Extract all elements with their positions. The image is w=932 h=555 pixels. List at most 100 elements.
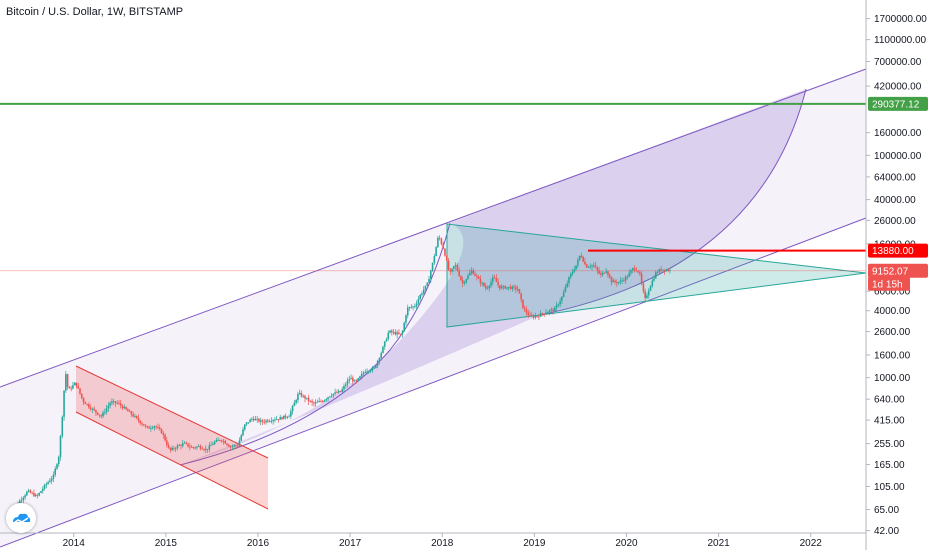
candle-body bbox=[522, 299, 524, 309]
price-tick-label: 42.00 bbox=[874, 526, 899, 537]
candle-body bbox=[346, 380, 349, 385]
candle-body bbox=[376, 360, 379, 366]
candle-body bbox=[219, 439, 221, 441]
candle-body bbox=[515, 287, 517, 290]
time-tick-label: 2018 bbox=[431, 538, 454, 549]
candle-body bbox=[89, 407, 92, 410]
candle-body bbox=[435, 247, 437, 257]
channel-fill bbox=[0, 69, 866, 547]
candle-body bbox=[183, 442, 186, 444]
candle-body bbox=[290, 411, 292, 417]
candle-body bbox=[596, 267, 599, 271]
candle-body bbox=[222, 440, 225, 442]
candle-body bbox=[274, 419, 276, 421]
price-tag-box bbox=[868, 276, 910, 291]
candle-body bbox=[192, 447, 195, 449]
candle-body bbox=[488, 285, 491, 289]
candle-body bbox=[536, 316, 538, 317]
candle-body bbox=[492, 277, 494, 282]
candle-body bbox=[612, 280, 615, 283]
candle-body bbox=[88, 404, 90, 408]
candle-body bbox=[530, 315, 533, 317]
candle-body bbox=[18, 500, 21, 505]
candle-body bbox=[592, 265, 595, 267]
candle-body bbox=[378, 358, 381, 361]
candle-body bbox=[313, 402, 315, 404]
candle-body bbox=[217, 439, 220, 441]
candle-body bbox=[454, 264, 457, 266]
candle-body bbox=[231, 446, 234, 448]
candle-body bbox=[224, 440, 227, 444]
channel-upper-line bbox=[0, 68, 867, 388]
candle-body bbox=[483, 283, 485, 287]
candle-body bbox=[77, 386, 80, 389]
candle-body bbox=[430, 270, 432, 279]
candle-body bbox=[369, 370, 372, 372]
candle-body bbox=[121, 405, 124, 409]
candle-body bbox=[484, 286, 487, 289]
candle-body bbox=[302, 395, 305, 397]
candle-body bbox=[571, 271, 574, 274]
candle-body bbox=[601, 272, 604, 275]
candle-body bbox=[288, 416, 290, 418]
candle-body bbox=[252, 418, 255, 421]
candle-body bbox=[352, 377, 354, 382]
price-tick-label: 1000.00 bbox=[874, 373, 911, 384]
candle-body bbox=[647, 290, 650, 296]
candle-body bbox=[458, 270, 460, 277]
candle-body bbox=[72, 385, 74, 389]
candle-body bbox=[559, 300, 561, 305]
candle-body bbox=[486, 288, 489, 289]
candle-body bbox=[311, 401, 313, 403]
candle-body bbox=[445, 255, 448, 261]
candle-body bbox=[649, 286, 652, 291]
price-axis[interactable]: 1700000.00 1100000.00 700000.00 420000.00 16… bbox=[865, 0, 927, 550]
candle-body bbox=[42, 488, 44, 492]
candle-body bbox=[538, 316, 540, 318]
candle-body bbox=[166, 440, 168, 446]
candle-body bbox=[614, 280, 616, 283]
candle-body bbox=[401, 331, 404, 335]
candle-body bbox=[203, 449, 205, 451]
time-axis[interactable]: 2014 2015 2016 2017 2018 2019 2020 2021 2022 bbox=[0, 532, 866, 549]
price-tag-label: 1d 15h bbox=[872, 279, 903, 290]
candle-body bbox=[513, 286, 515, 288]
price-tick-label: 4000.00 bbox=[874, 306, 911, 317]
price-tick-label: 420000.00 bbox=[874, 82, 922, 93]
candle-body bbox=[215, 440, 218, 442]
candle-body bbox=[98, 414, 101, 416]
tradingview-cloud-icon[interactable] bbox=[6, 503, 36, 533]
price-tick-label: 1100000.00 bbox=[874, 35, 927, 46]
candle-body bbox=[47, 482, 49, 484]
candle-body bbox=[254, 418, 257, 421]
candle-body bbox=[114, 401, 117, 404]
candle-body bbox=[243, 424, 246, 430]
candle-body bbox=[545, 312, 547, 314]
candle-body bbox=[125, 406, 127, 410]
candle-body bbox=[321, 401, 324, 403]
candle-body bbox=[251, 418, 253, 420]
candle-body bbox=[628, 272, 631, 277]
candle-body bbox=[164, 434, 166, 441]
candle-body bbox=[116, 402, 119, 404]
candle-body bbox=[573, 269, 576, 272]
candle-body bbox=[658, 269, 661, 273]
time-tick-label: 2016 bbox=[247, 538, 270, 549]
candle-body bbox=[210, 444, 212, 446]
candle-body bbox=[568, 277, 570, 284]
candle-body bbox=[118, 402, 120, 404]
price-tag-label: 9152.07 bbox=[872, 266, 909, 277]
candle-body bbox=[329, 396, 331, 398]
candle-body bbox=[323, 400, 326, 402]
candle-body bbox=[493, 277, 496, 279]
candle-body bbox=[204, 448, 207, 450]
candle-body bbox=[344, 384, 347, 386]
candle-body bbox=[247, 422, 250, 424]
candle-body bbox=[305, 397, 308, 399]
candle-body bbox=[578, 255, 581, 261]
candle-body bbox=[357, 378, 359, 381]
candle-body bbox=[127, 409, 129, 412]
candle-body bbox=[520, 293, 522, 300]
time-tick-label: 2021 bbox=[707, 538, 730, 549]
candle-body bbox=[242, 429, 244, 436]
